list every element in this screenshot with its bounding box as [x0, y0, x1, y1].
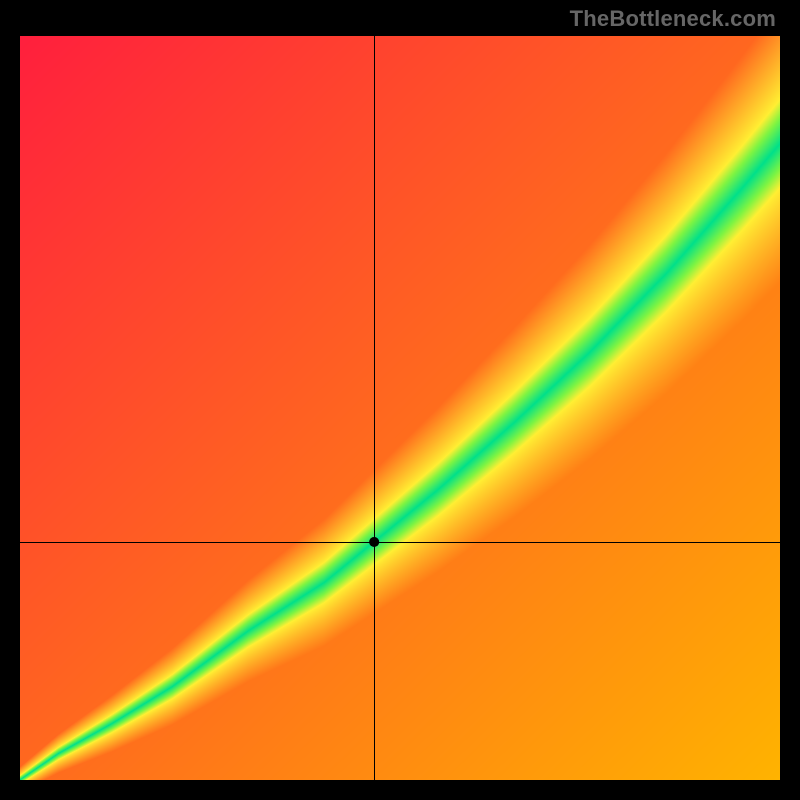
chart-container: TheBottleneck.com: [0, 0, 800, 800]
bottleneck-heatmap: [0, 0, 800, 800]
watermark-label: TheBottleneck.com: [570, 6, 776, 32]
